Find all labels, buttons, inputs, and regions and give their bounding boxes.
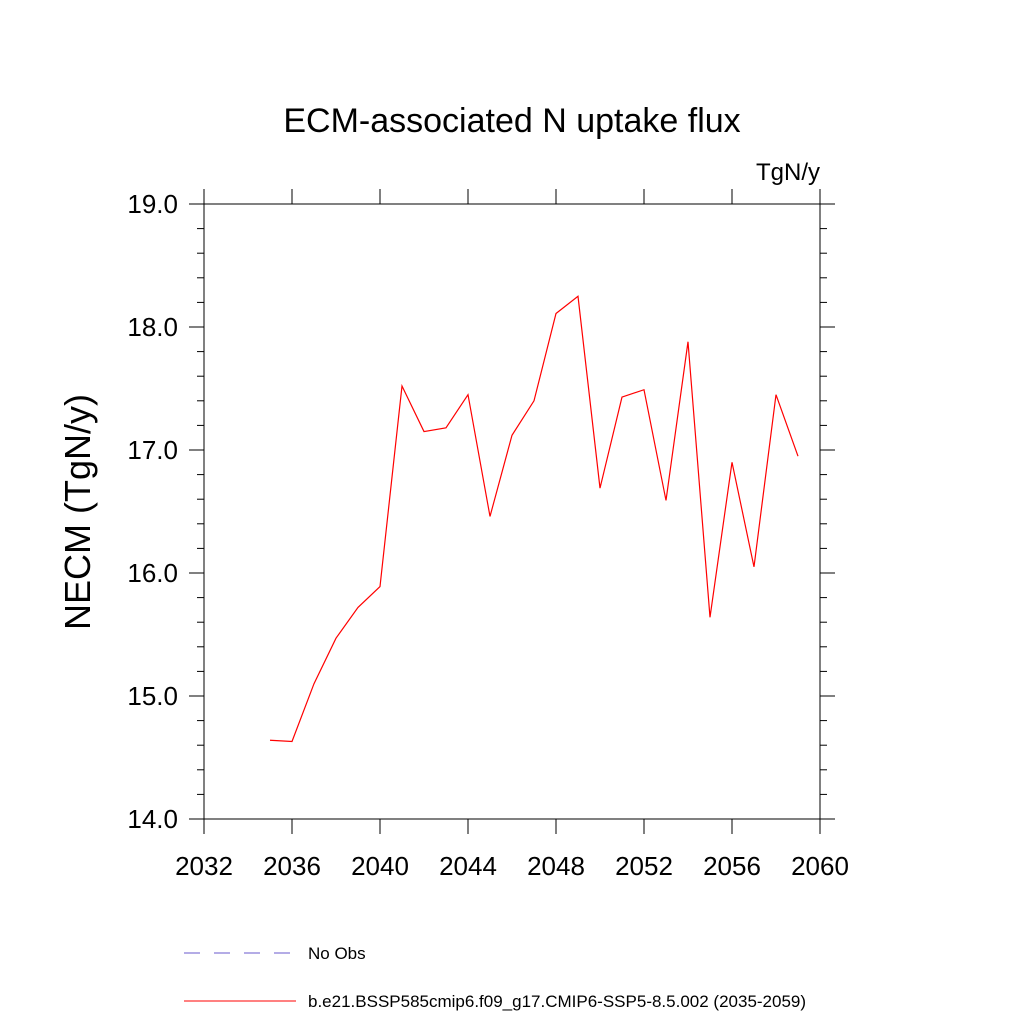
- y-tick-label: 17.0: [127, 435, 178, 465]
- x-tick-label: 2060: [791, 851, 849, 881]
- plot-area: 2032 2036 2040 2044 2048 2052 2056 2060 14.0 15.0…: [127, 189, 849, 881]
- y-tick-label: 16.0: [127, 558, 178, 588]
- x-tick-label: 2048: [527, 851, 585, 881]
- y-tick-label: 18.0: [127, 312, 178, 342]
- legend-label-model: b.e21.BSSP585cmip6.f09_g17.CMIP6-SSP5-8.…: [308, 992, 806, 1011]
- legend: No Obs b.e21.BSSP585cmip6.f09_g17.CMIP6-…: [184, 944, 806, 1011]
- x-tick-label: 2040: [351, 851, 409, 881]
- x-tick-label: 2036: [263, 851, 321, 881]
- y-tick-label: 14.0: [127, 804, 178, 834]
- x-tick-label: 2052: [615, 851, 673, 881]
- y-tick-label: 15.0: [127, 681, 178, 711]
- y-tick-label: 19.0: [127, 189, 178, 219]
- units-label: TgN/y: [756, 159, 820, 186]
- plot-frame: [203, 203, 821, 820]
- series-line: [269, 295, 799, 743]
- legend-label-no-obs: No Obs: [308, 944, 366, 963]
- y-axis-label: NECM (TgN/y): [57, 394, 98, 630]
- x-tick-label: 2044: [439, 851, 497, 881]
- x-tick-label: 2056: [703, 851, 761, 881]
- chart-title: ECM-associated N uptake flux: [283, 102, 740, 140]
- x-tick-label: 2032: [175, 851, 233, 881]
